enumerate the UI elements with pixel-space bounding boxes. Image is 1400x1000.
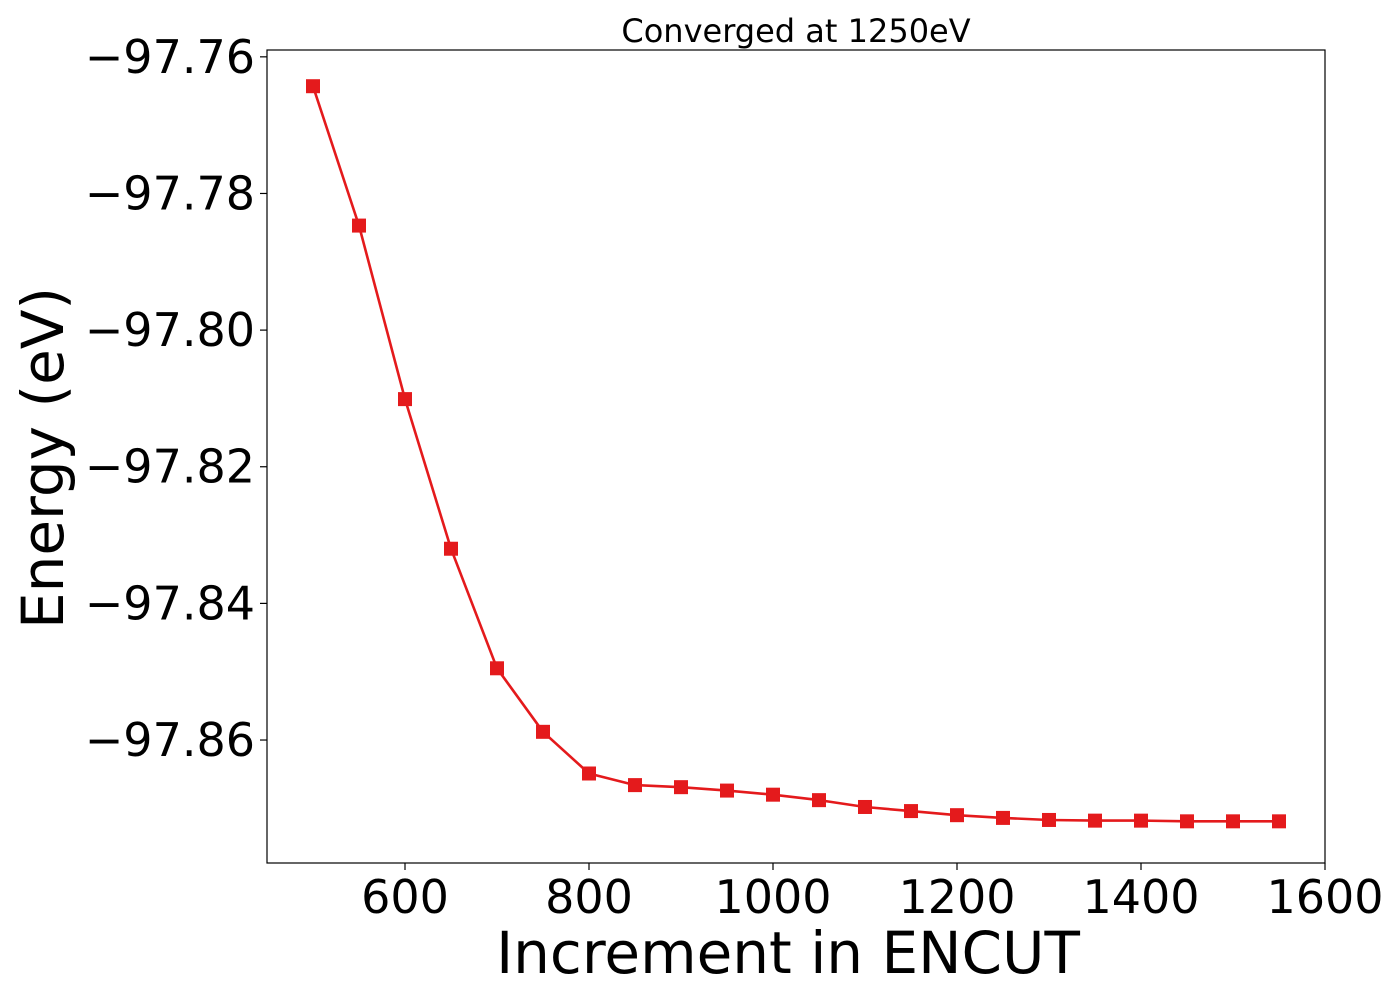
data-point-marker: [1042, 812, 1056, 827]
data-point-marker: [398, 392, 412, 407]
data-point-marker: [1134, 813, 1148, 828]
y-axis: −97.76 −97.78 −97.80 −97.82 −97.84 −97.86: [85, 30, 267, 767]
data-point-marker: [950, 808, 964, 823]
x-axis: 600 800 1000 1200 1400 1600: [361, 863, 1384, 924]
series-layer: [306, 79, 1286, 829]
x-tick-label: 1000: [714, 870, 831, 924]
x-tick-label: 1600: [1266, 870, 1383, 924]
data-point-marker: [812, 793, 826, 808]
data-point-marker: [720, 783, 734, 798]
y-tick-label: −97.82: [85, 440, 255, 494]
series-line: [311, 85, 1279, 823]
x-tick-label: 800: [545, 870, 633, 924]
data-point-marker: [444, 541, 458, 556]
y-tick-label: −97.78: [85, 166, 255, 220]
data-point-marker: [1088, 813, 1102, 828]
x-tick-label: 1200: [898, 870, 1015, 924]
chart-title: Converged at 1250eV: [621, 12, 970, 50]
y-axis-label: Energy (eV): [9, 287, 77, 629]
data-point-marker: [904, 804, 918, 819]
data-point-marker: [582, 766, 596, 781]
x-axis-label: Increment in ENCUT: [496, 919, 1080, 987]
data-point-marker: [628, 778, 642, 793]
y-tick-label: −97.86: [85, 713, 255, 767]
data-point-marker: [536, 724, 550, 739]
x-tick-label: 1400: [1082, 870, 1199, 924]
data-point-marker: [1272, 814, 1286, 829]
data-point-marker: [996, 810, 1010, 825]
data-point-marker: [1180, 814, 1194, 829]
y-tick-label: −97.80: [85, 303, 255, 357]
data-point-marker: [674, 780, 688, 795]
data-point-marker: [352, 218, 366, 233]
y-tick-label: −97.84: [85, 576, 255, 630]
data-point-marker: [766, 787, 780, 802]
data-point-marker: [1226, 814, 1240, 829]
data-point-marker: [306, 79, 320, 94]
y-tick-label: −97.76: [85, 30, 255, 84]
data-point-marker: [858, 799, 872, 814]
data-point-marker: [490, 661, 504, 676]
plot-area-frame: [266, 49, 1326, 864]
x-tick-label: 600: [361, 870, 449, 924]
